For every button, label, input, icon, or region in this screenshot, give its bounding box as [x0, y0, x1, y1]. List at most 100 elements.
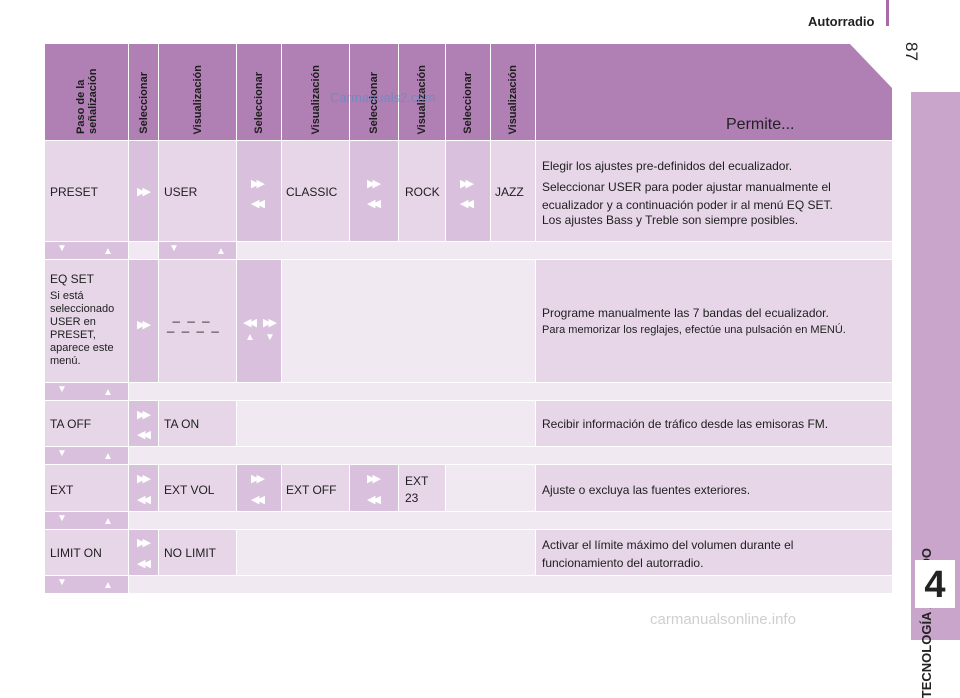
ta-label: TA OFF — [50, 417, 92, 431]
down-arrow-icon: ▼ — [169, 243, 179, 254]
down-arrow-icon: ▼ — [57, 513, 67, 524]
section-title: Autorradio — [808, 14, 875, 29]
header-select-4: Seleccionar — [446, 44, 490, 140]
header-select-3: Seleccionar — [350, 44, 398, 140]
fast-forward-icon: ▶▶ — [263, 317, 277, 329]
up-arrow-icon: ▲ — [103, 516, 113, 527]
eqset-empty — [282, 260, 535, 382]
header-select-1-label: Seleccionar — [137, 72, 150, 134]
footer-watermark: carmanualsonline.info — [650, 611, 796, 628]
down-arrow-icon: ▼ — [265, 332, 275, 343]
eqset-desc-1: Programe manualmente las 7 bandas del ec… — [542, 306, 829, 320]
header-allows-label: Permite... — [726, 116, 795, 133]
equalizer-baseline-icon: _ _ _ _ — [167, 318, 221, 333]
header-step: Paso de la señalización — [45, 44, 128, 140]
header-select-2-label: Seleccionar — [253, 72, 265, 134]
scroll-arrows: ▼ ▲ — [45, 512, 128, 529]
separator-cell — [129, 447, 892, 464]
fast-forward-icon: ▶▶ — [251, 473, 265, 485]
rewind-icon: ◀◀ — [243, 317, 257, 329]
header-fold-corner — [850, 44, 892, 88]
ta-display-on: TA ON — [164, 417, 200, 431]
preset-display-rock: ROCK — [405, 185, 440, 199]
separator-cell — [129, 383, 892, 400]
preset-select-4: ▶▶ ◀◀ — [446, 141, 490, 241]
preset-label: PRESET — [50, 185, 99, 199]
preset-display-classic: CLASSIC — [286, 185, 338, 199]
separator-cell — [129, 576, 892, 593]
fast-forward-icon: ▶▶ — [137, 186, 151, 198]
preset-desc-3: Los ajustes Bass y Treble son siempre po… — [542, 213, 799, 227]
header-display-3: Visualización — [399, 44, 445, 140]
page-number: 87 — [902, 42, 921, 61]
eqset-note: Si está seleccionado USER en PRESET, apa… — [50, 290, 115, 367]
header-display-4-label: Visualización — [507, 64, 519, 135]
rewind-icon: ◀◀ — [251, 198, 265, 210]
down-arrow-icon: ▼ — [57, 243, 67, 254]
up-arrow-icon: ▲ — [103, 387, 113, 398]
limit-select-1: ▶▶ ◀◀ — [129, 530, 158, 575]
eqset-select-2: ◀◀ ▶▶ ▲ ▼ — [237, 260, 281, 382]
limit-empty — [237, 530, 535, 575]
fast-forward-icon: ▶▶ — [251, 178, 265, 190]
ext-select-1: ▶▶ ◀◀ — [129, 465, 158, 511]
preset-display-1: USER — [159, 141, 236, 241]
fast-forward-icon: ▶▶ — [367, 473, 381, 485]
ta-label-cell: TA OFF — [45, 401, 128, 446]
eqset-label: EQ SET — [50, 272, 95, 286]
ext-desc: Ajuste o excluya las fuentes exteriores. — [542, 483, 751, 497]
ta-display-1: TA ON — [159, 401, 236, 446]
preset-display-user: USER — [164, 185, 198, 199]
equalizer-bands-icon: _ _ _ — [167, 308, 212, 323]
eqset-label-cell: EQ SET Si está seleccionado USER en PRES… — [45, 260, 128, 382]
scroll-arrows: ▼ ▲ — [159, 242, 236, 259]
ext-display-23: EXT 23 — [405, 474, 429, 505]
ext-label-cell: EXT — [45, 465, 128, 511]
up-arrow-icon: ▲ — [216, 246, 226, 257]
down-arrow-icon: ▼ — [57, 448, 67, 459]
header-display-2: Visualización — [282, 44, 349, 140]
eqset-desc-2: Para memorizar los reglajes, efectúe una… — [542, 324, 846, 336]
title-rule — [886, 0, 889, 26]
limit-display-1: NO LIMIT — [159, 530, 236, 575]
header-display-1: Visualización — [159, 44, 236, 140]
chapter-number-box — [915, 560, 955, 608]
fast-forward-icon: ▶▶ — [460, 178, 474, 190]
ext-description: Ajuste o excluya las fuentes exteriores. — [536, 465, 892, 511]
ext-display-1: EXT VOL — [159, 465, 236, 511]
rewind-icon: ◀◀ — [251, 494, 265, 506]
preset-desc-2: Seleccionar USER para poder ajustar manu… — [542, 180, 833, 212]
limit-label-cell: LIMIT ON — [45, 530, 128, 575]
eqset-display-1: _ _ _ _ _ _ _ — [159, 260, 236, 382]
watermark: Carmanuals2.com — [330, 90, 436, 105]
preset-display-3: ROCK — [399, 141, 445, 241]
preset-select-3: ▶▶ ◀◀ — [350, 141, 398, 241]
scroll-arrows: ▼ ▲ — [45, 242, 128, 259]
ta-empty — [237, 401, 535, 446]
ext-select-2: ▶▶ ◀◀ — [237, 465, 281, 511]
ta-desc: Recibir información de tráfico desde las… — [542, 417, 829, 431]
separator-cell — [129, 512, 892, 529]
ext-display-3: EXT 23 — [399, 465, 445, 511]
down-arrow-icon: ▼ — [57, 577, 67, 588]
header-allows: Permite... — [536, 44, 892, 140]
preset-desc-1: Elegir los ajustes pre-definidos del ecu… — [542, 159, 793, 173]
ext-display-2: EXT OFF — [282, 465, 349, 511]
chapter-side-tab — [911, 92, 960, 640]
preset-display-4: JAZZ — [491, 141, 535, 241]
header-display-4: Visualización — [491, 44, 535, 140]
preset-display-2: CLASSIC — [282, 141, 349, 241]
rewind-icon: ◀◀ — [137, 429, 151, 441]
limit-label: LIMIT ON — [50, 546, 102, 560]
separator-cell — [129, 242, 158, 259]
preset-label-cell: PRESET — [45, 141, 128, 241]
rewind-icon: ◀◀ — [137, 494, 151, 506]
header-display-1-label: Visualización — [191, 64, 204, 135]
fast-forward-icon: ▶▶ — [137, 537, 151, 549]
scroll-arrows: ▼ ▲ — [45, 576, 128, 593]
eqset-select-1: ▶▶ — [129, 260, 158, 382]
up-arrow-icon: ▲ — [103, 580, 113, 591]
up-arrow-icon: ▲ — [245, 332, 255, 343]
header-select-4-label: Seleccionar — [462, 72, 474, 134]
ext-display-vol: EXT VOL — [164, 483, 215, 497]
